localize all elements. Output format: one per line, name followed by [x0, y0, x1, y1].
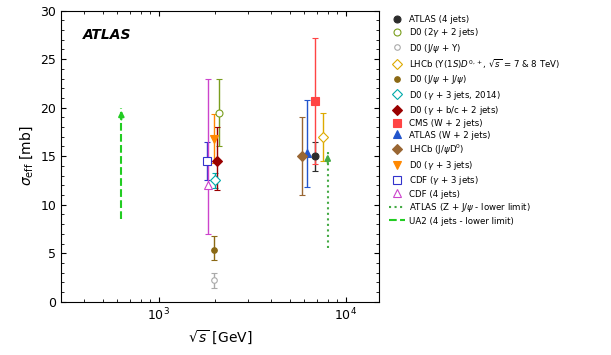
Y-axis label: $\sigma_{\rm eff}$ [mb]: $\sigma_{\rm eff}$ [mb] [18, 126, 35, 186]
Text: ATLAS: ATLAS [83, 28, 132, 42]
Legend: ATLAS (4 jets), D0 (2$\gamma$ + 2 jets), D0 (J/$\psi$ + $\Upsilon$), LHCb ($\Ups: ATLAS (4 jets), D0 (2$\gamma$ + 2 jets),… [389, 15, 560, 226]
X-axis label: $\sqrt{s}$ [GeV]: $\sqrt{s}$ [GeV] [188, 329, 252, 347]
